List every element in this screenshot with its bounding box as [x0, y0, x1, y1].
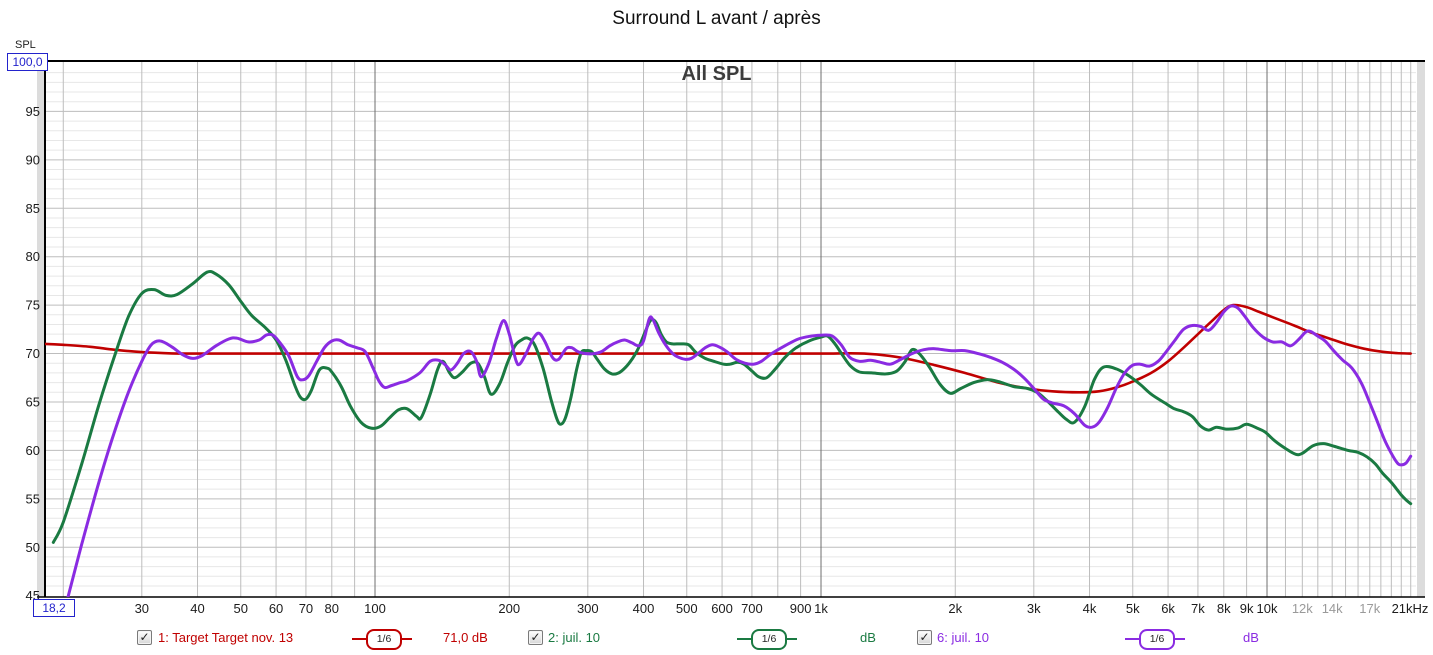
x-tick-label: 500: [676, 601, 698, 616]
x-tick-label: 400: [633, 601, 655, 616]
target-legend-label: 1: Target Target nov. 13: [158, 630, 294, 645]
x-tick-label: 7k: [1191, 601, 1205, 616]
y-tick-label: 80: [26, 249, 40, 264]
before-smoothing-badge: 1/6: [751, 629, 787, 650]
x-tick-label: 200: [498, 601, 520, 616]
x-tick-label: 14k: [1322, 601, 1343, 616]
x-tick-label: 21kHz: [1392, 601, 1429, 616]
y-tick-label: 85: [26, 201, 40, 216]
after-unit-label: dB: [1243, 630, 1259, 645]
x-tick-label: 50: [234, 601, 248, 616]
target-smoothing-control[interactable]: 1/6: [352, 629, 412, 650]
x-tick-label: 30: [135, 601, 149, 616]
target-smoothing-badge: 1/6: [366, 629, 402, 650]
x-tick-label: 600: [711, 601, 733, 616]
x-tick-label: 80: [325, 601, 339, 616]
curve-target: [45, 303, 1412, 394]
x-axis-min-field[interactable]: 18,2: [33, 599, 75, 617]
after-smoothing-badge: 1/6: [1139, 629, 1175, 650]
x-tick-label: 9k: [1240, 601, 1254, 616]
y-axis-label: SPL: [15, 39, 36, 51]
y-tick-label: 65: [26, 394, 40, 409]
x-tick-label: 17k: [1359, 601, 1380, 616]
target-level-value: 71,0 dB: [443, 630, 488, 645]
x-tick-label: 2k: [948, 601, 962, 616]
x-tick-label: 6k: [1161, 601, 1175, 616]
right-plot-shadow: [1417, 61, 1425, 597]
x-tick-label: 10k: [1257, 601, 1278, 616]
y-tick-label: 55: [26, 491, 40, 506]
after-visibility-checkbox[interactable]: ✓: [917, 630, 932, 645]
x-tick-label: 700: [741, 601, 763, 616]
left-axis-groove: [37, 61, 44, 597]
y-tick-label: 50: [26, 540, 40, 555]
x-tick-label: 12k: [1292, 601, 1313, 616]
x-tick-label: 300: [577, 601, 599, 616]
y-tick-label: 70: [26, 346, 40, 361]
page-title: Surround L avant / après: [612, 8, 821, 29]
y-axis-max-field[interactable]: 100,0: [7, 53, 48, 71]
y-tick-label: 95: [26, 104, 40, 119]
x-tick-label: 40: [190, 601, 204, 616]
after-legend-label: 6: juil. 10: [937, 630, 990, 645]
x-tick-label: 70: [299, 601, 313, 616]
x-tick-label: 8k: [1217, 601, 1231, 616]
y-tick-label: 90: [26, 152, 40, 167]
y-tick-label: 60: [26, 443, 40, 458]
x-tick-label: 5k: [1126, 601, 1140, 616]
chart-title: All SPL: [681, 63, 752, 85]
x-tick-label: 4k: [1083, 601, 1097, 616]
before-smoothing-control[interactable]: 1/6: [737, 629, 797, 650]
curve-after: [66, 304, 1413, 597]
x-tick-label: 1k: [814, 601, 828, 616]
target-visibility-checkbox[interactable]: ✓: [137, 630, 152, 645]
x-tick-label: 3k: [1027, 601, 1041, 616]
y-tick-label: 75: [26, 298, 40, 313]
x-tick-label: 900: [790, 601, 812, 616]
after-smoothing-control[interactable]: 1/6: [1125, 629, 1185, 650]
curve-before: [51, 270, 1413, 544]
before-legend-label: 2: juil. 10: [548, 630, 601, 645]
x-tick-label: 60: [269, 601, 283, 616]
x-tick-label: 100: [364, 601, 386, 616]
before-unit-label: dB: [860, 630, 876, 645]
before-visibility-checkbox[interactable]: ✓: [528, 630, 543, 645]
